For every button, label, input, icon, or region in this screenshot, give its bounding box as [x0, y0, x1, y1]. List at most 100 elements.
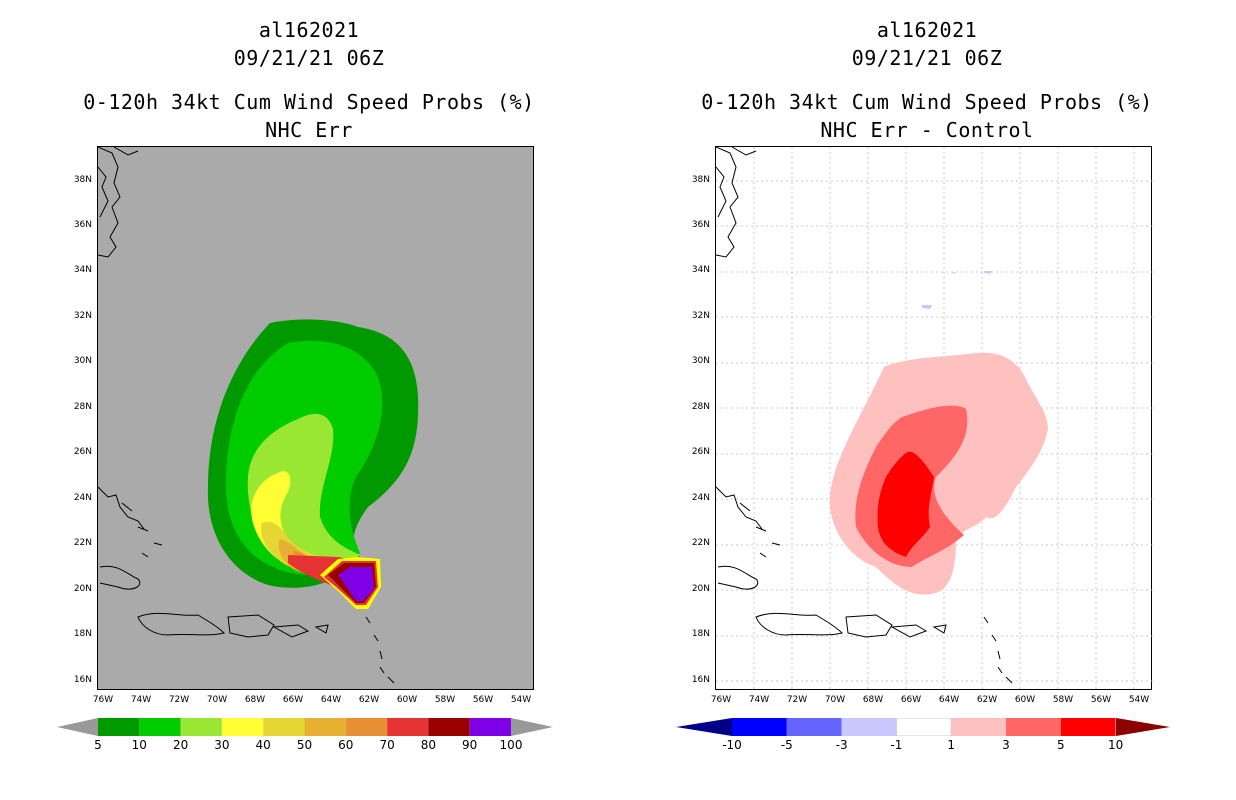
lat-label: 24N [73, 493, 92, 503]
colorbar-high-arrow [1116, 718, 1170, 736]
lat-label: 18N [73, 629, 92, 639]
lon-label: 60W [1014, 695, 1036, 705]
lat-label: 16N [73, 675, 92, 685]
lon-label: 54W [510, 695, 532, 705]
colorbar-swatch [98, 718, 140, 736]
colorbar-label: 100 [499, 738, 523, 752]
colorbar-label: 80 [420, 738, 437, 752]
lon-label: 68W [244, 695, 266, 705]
lat-label: 34N [73, 265, 92, 275]
lon-label: 72W [786, 695, 808, 705]
lon-label: 64W [320, 695, 342, 705]
colorbar [57, 718, 553, 736]
lat-label: 30N [73, 356, 92, 366]
lon-label: 70W [824, 695, 846, 705]
lat-label: 38N [73, 175, 92, 185]
lat-label: 38N [691, 175, 710, 185]
colorbar-swatch [304, 718, 346, 736]
colorbar-label: 40 [255, 738, 271, 752]
lat-label: 34N [691, 265, 710, 275]
init-time: 09/21/21 06Z [233, 46, 385, 70]
lat-label: 28N [73, 402, 92, 412]
colorbar-low-arrow [676, 718, 732, 736]
diff-neg-patch [952, 272, 956, 274]
colorbar-label: -10 [722, 738, 742, 752]
diff-5-10 [877, 451, 934, 557]
colorbar-swatch [1060, 718, 1116, 736]
colorbar-low-arrow [57, 718, 98, 736]
diff-neg-patch [922, 305, 932, 309]
colorbar-label: 5 [94, 738, 102, 752]
colorbar-label: 70 [379, 738, 395, 752]
colorbar-label: 10 [1107, 738, 1124, 752]
lat-label: 22N [73, 538, 92, 548]
colorbar-label: -5 [780, 738, 793, 752]
coastlines [716, 147, 1013, 684]
lon-label: 60W [396, 695, 418, 705]
lon-label: 56W [1090, 695, 1112, 705]
lon-label: 62W [358, 695, 380, 705]
colorbar-swatch [895, 718, 952, 736]
colorbar-label: 90 [462, 738, 478, 752]
lon-label: 56W [472, 695, 494, 705]
diff-neg-patch [984, 271, 992, 274]
lat-label: 26N [73, 447, 92, 457]
colorbar-swatch [841, 718, 897, 736]
colorbar [676, 718, 1170, 736]
lat-label: 20N [73, 584, 92, 594]
colorbar-label: 1 [947, 738, 955, 752]
lat-label: 36N [73, 220, 92, 230]
probability-map [97, 146, 534, 690]
product-title: 0-120h 34kt Cum Wind Speed Probs (%) [83, 90, 535, 114]
colorbar-high-arrow [511, 718, 553, 736]
lat-label: 20N [691, 584, 710, 594]
colorbar-label: -3 [835, 738, 848, 752]
lat-label: 32N [691, 311, 710, 321]
colorbar-swatch [345, 718, 388, 736]
lat-label: 36N [691, 220, 710, 230]
lon-label: 70W [206, 695, 228, 705]
lat-label: 28N [691, 402, 710, 412]
lat-label: 32N [73, 311, 92, 321]
colorbar-swatch [786, 718, 842, 736]
colorbar-label: 10 [131, 738, 147, 752]
lon-label: 54W [1128, 695, 1150, 705]
lat-label: 30N [691, 356, 710, 366]
colorbar-swatch [1006, 718, 1061, 736]
prob-100 [338, 567, 374, 601]
product-subtitle: NHC Err - Control [820, 118, 1034, 142]
lon-label: 72W [168, 695, 190, 705]
colorbar-swatch [732, 718, 787, 736]
difference-map [715, 146, 1153, 691]
storm-id: al162021 [876, 18, 978, 42]
coastlines [98, 147, 395, 684]
lat-label: 18N [691, 629, 710, 639]
colorbar-label: 50 [296, 738, 313, 752]
lon-label: 68W [862, 695, 884, 705]
lat-label: 26N [691, 447, 710, 457]
init-time: 09/21/21 06Z [851, 46, 1003, 70]
colorbar-swatch [263, 718, 305, 736]
lon-label: 64W [938, 695, 960, 705]
product-title: 0-120h 34kt Cum Wind Speed Probs (%) [701, 90, 1153, 114]
colorbar-label: 60 [338, 738, 354, 752]
left-panel: al162021 09/21/21 06Z 0-120h 34kt Cum Wi… [57, 18, 553, 752]
lon-label: 74W [130, 695, 152, 705]
lon-label: 74W [748, 695, 770, 705]
lon-label: 66W [282, 695, 304, 705]
lon-label: 66W [900, 695, 922, 705]
colorbar-label: -1 [890, 738, 903, 752]
lat-label: 22N [691, 538, 710, 548]
lat-label: 16N [691, 675, 710, 685]
colorbar-swatch [951, 718, 1006, 736]
colorbar-swatch [180, 718, 222, 736]
colorbar-swatch [469, 718, 511, 736]
colorbar-label: 5 [1056, 738, 1065, 752]
colorbar-label: 3 [1002, 738, 1010, 752]
lon-label: 76W [710, 695, 732, 705]
lat-label: 24N [691, 493, 710, 503]
colorbar-swatch [428, 718, 470, 736]
colorbar-label: 20 [172, 738, 189, 752]
colorbar-swatch [221, 718, 264, 736]
product-subtitle: NHC Err [265, 118, 353, 142]
